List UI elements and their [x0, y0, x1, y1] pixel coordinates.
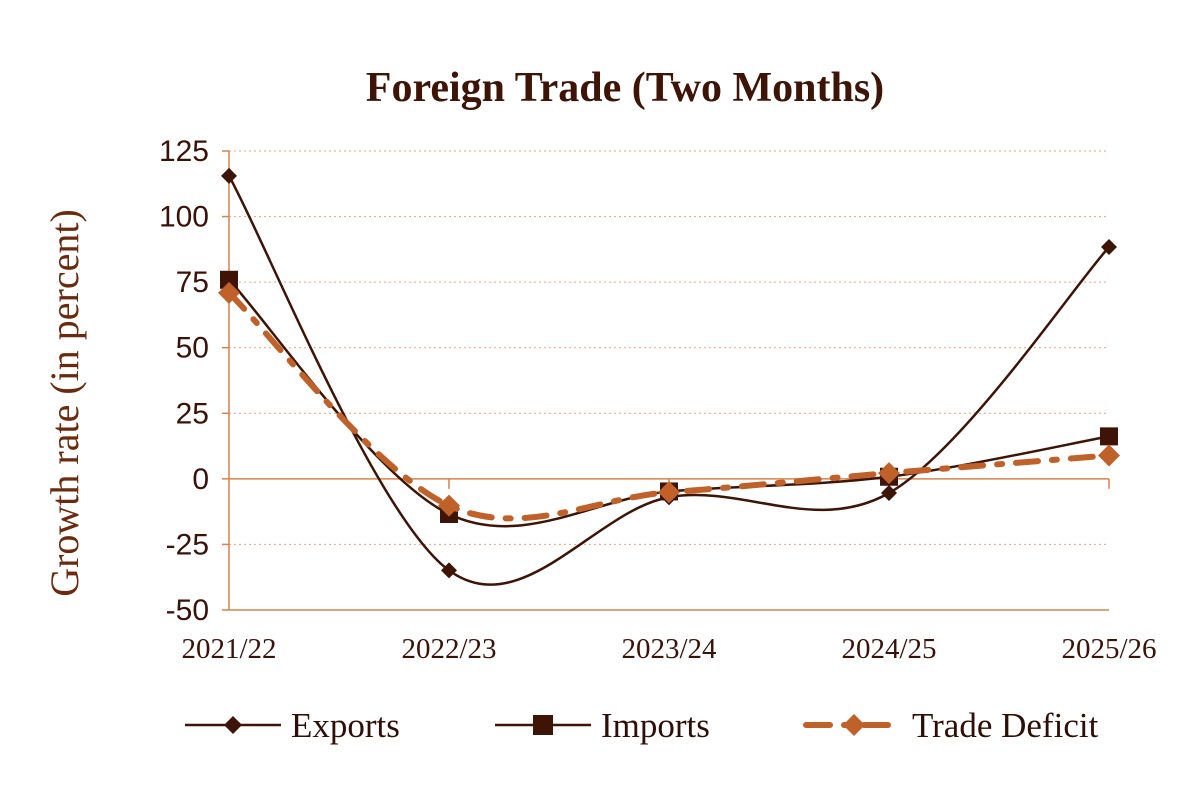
- y-tick-labels: -50 -25 0 25 50 75 100 125: [159, 135, 209, 627]
- y-tick-label: 100: [159, 201, 209, 234]
- legend-marker: [533, 715, 553, 735]
- x-tick-label: 2023/24: [621, 633, 717, 665]
- data-point-imports: [1100, 427, 1118, 446]
- data-point-trade-deficit: [878, 462, 900, 485]
- data-point-exports: [1101, 238, 1117, 255]
- legend-marker: [843, 714, 865, 736]
- data-point-exports: [441, 562, 457, 579]
- y-tick-label: 0: [192, 463, 209, 496]
- y-tick-label: -25: [166, 528, 209, 561]
- axes: [222, 150, 1110, 611]
- series-line-trade-deficit: [226, 289, 1112, 522]
- legend-label: Exports: [291, 706, 400, 745]
- x-tick-labels: 2021/22 2022/23 2023/24 2024/25 2025/26: [181, 633, 1156, 665]
- data-point-exports: [881, 485, 897, 502]
- chart-title: Foreign Trade (Two Months): [366, 65, 884, 111]
- y-tick-label: 75: [176, 266, 209, 299]
- data-point-exports: [221, 167, 237, 184]
- data-point-trade-deficit: [438, 494, 460, 517]
- series: [218, 167, 1120, 586]
- y-tick-label: 125: [159, 135, 209, 168]
- legend-item-trade-deficit: Trade Deficit: [803, 706, 1099, 745]
- y-tick-label: 50: [176, 332, 209, 365]
- series-trade-deficit: [218, 281, 1120, 522]
- y-tick-label: 25: [176, 397, 209, 430]
- legend-label: Imports: [601, 706, 710, 745]
- x-tick-label: 2021/22: [181, 633, 276, 665]
- series-line-exports: [227, 175, 1110, 586]
- gridlines: [229, 150, 1109, 545]
- data-point-imports: [220, 270, 238, 289]
- series-exports: [221, 167, 1117, 586]
- x-tick-label: 2024/25: [841, 633, 936, 665]
- y-tick-label: -50: [166, 594, 209, 627]
- x-tick-label: 2025/26: [1061, 633, 1156, 665]
- y-axis-label: Growth rate (in percent): [42, 209, 87, 597]
- legend: Exports Imports Trade Deficit: [185, 706, 1099, 745]
- data-point-trade-deficit: [1098, 444, 1120, 467]
- data-point-trade-deficit: [658, 481, 680, 504]
- legend-item-imports: Imports: [495, 706, 710, 745]
- legend-item-exports: Exports: [185, 706, 400, 745]
- data-point-trade-deficit: [218, 281, 240, 304]
- legend-label: Trade Deficit: [912, 706, 1099, 745]
- x-tick-label: 2022/23: [401, 633, 496, 665]
- legend-marker: [224, 716, 242, 734]
